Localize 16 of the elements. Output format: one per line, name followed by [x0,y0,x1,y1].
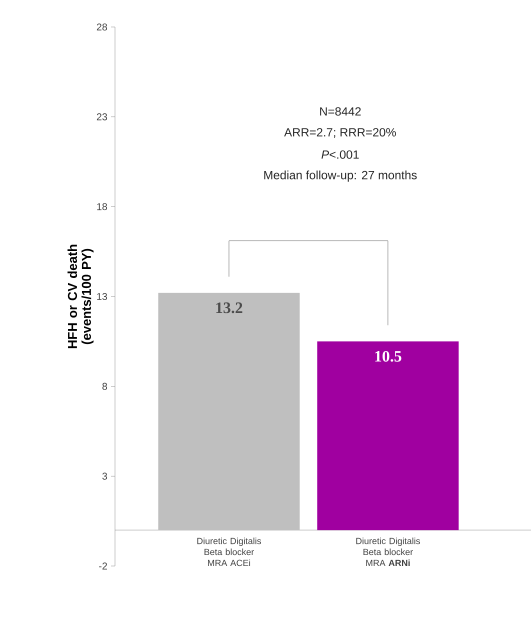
y-tick-label: 18 [97,203,108,210]
y-tick-label: 8 [102,382,108,390]
data-label: 10.5 [375,350,402,362]
y-tick-label: 28 [96,23,108,31]
y-tick-label: -2 [99,562,107,570]
y-tick-label: 23 [96,113,108,120]
x-tick-label: Diuretic Digitalis Beta blocker MRA ACEi [197,538,262,566]
y-tick-label: 13 [97,292,108,300]
y-tick-label: 3 [102,472,108,480]
annotation: P<.001 [322,150,359,159]
x-tick-label: Diuretic Digitalis Beta blocker MRA ARNi [356,538,420,566]
data-label: 13.2 [216,302,242,314]
annotation: Median follow-up: 27 months [264,170,417,182]
y-axis-title: HFH or CV death (events/100 PY) [68,244,94,348]
annotation: N=8442 [320,107,361,116]
annotation: ARR=2.7; RRR=20% [284,128,396,138]
